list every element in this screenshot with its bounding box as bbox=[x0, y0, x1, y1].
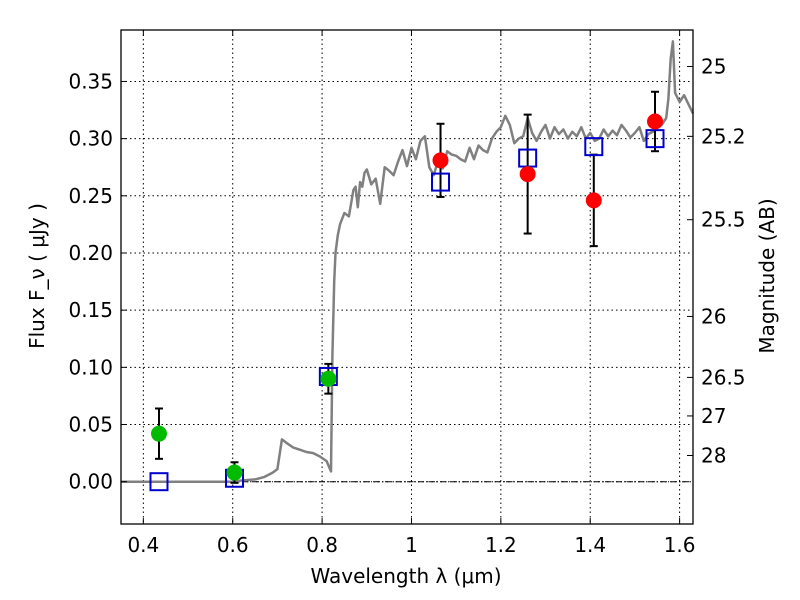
tick-layer: 0.4 0.6 0.8 1 1.2 1.4 1.6 0.00 0.05 0.10 0.15 0.20 0… bbox=[68, 30, 746, 557]
right-axis-label: Magnitude (AB) bbox=[755, 198, 779, 353]
x-tick-label: 1.2 bbox=[485, 533, 517, 557]
y-tick-label: 0.35 bbox=[68, 69, 113, 93]
red-data-point bbox=[432, 152, 449, 169]
green-data-point bbox=[150, 425, 167, 442]
y-tick-label: 0.10 bbox=[68, 355, 113, 379]
right-tick-label: 27 bbox=[701, 404, 726, 428]
y-axis-label: Flux F_ν ( μJy ) bbox=[25, 203, 49, 349]
model-flux-square bbox=[149, 472, 169, 492]
red-data-point bbox=[647, 113, 664, 130]
model-flux-square bbox=[584, 137, 604, 157]
right-tick-label: 26 bbox=[701, 304, 726, 328]
green-data-point bbox=[226, 464, 243, 481]
x-tick-label: 1.4 bbox=[574, 533, 606, 557]
y-tick-label: 0.00 bbox=[68, 470, 113, 494]
series-layer bbox=[121, 40, 695, 492]
y-tick-label: 0.05 bbox=[68, 413, 113, 437]
model-flux-square bbox=[645, 129, 665, 149]
right-tick-label: 25 bbox=[701, 54, 726, 78]
right-tick-label: 28 bbox=[701, 444, 726, 468]
y-tick-label: 0.20 bbox=[68, 241, 113, 265]
y-tick-label: 0.15 bbox=[68, 298, 113, 322]
right-tick-label: 26.5 bbox=[701, 365, 746, 389]
y-tick-label: 0.30 bbox=[68, 127, 113, 151]
grid-layer bbox=[121, 30, 693, 524]
x-tick-label: 1.6 bbox=[664, 533, 696, 557]
y-tick-label: 0.25 bbox=[68, 184, 113, 208]
model-sed-line bbox=[121, 40, 695, 483]
right-tick-label: 25.5 bbox=[701, 208, 746, 232]
x-tick-label: 1 bbox=[405, 533, 418, 557]
model-flux-square bbox=[431, 172, 451, 192]
plot-frame bbox=[120, 29, 694, 525]
x-tick-label: 0.4 bbox=[127, 533, 159, 557]
x-tick-label: 0.8 bbox=[306, 533, 338, 557]
green-data-point bbox=[320, 370, 337, 387]
red-data-point bbox=[585, 192, 602, 209]
red-data-point bbox=[519, 166, 536, 183]
x-tick-label: 0.6 bbox=[217, 533, 249, 557]
right-tick-label: 25.2 bbox=[701, 124, 746, 148]
x-axis-label: Wavelength λ (μm) bbox=[310, 564, 501, 588]
